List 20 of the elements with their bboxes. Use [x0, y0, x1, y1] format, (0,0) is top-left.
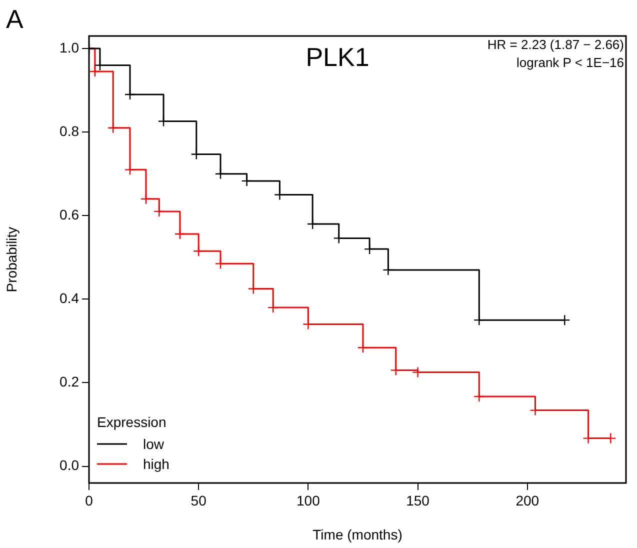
x-tick-label: 200 [516, 492, 540, 508]
y-tick-label: 0.4 [60, 290, 80, 306]
y-tick-label: 0.2 [60, 374, 80, 390]
legend-label: high [143, 456, 170, 472]
y-tick-label: 1.0 [60, 39, 80, 56]
annotation: HR = 2.23 (1.87 − 2.66) [487, 37, 624, 52]
x-tick-label: 50 [190, 492, 207, 508]
x-tick-label: 150 [406, 492, 430, 508]
x-tick-label: 0 [85, 492, 94, 508]
x-tick-label: 100 [296, 492, 320, 508]
chart-title: PLK1 [306, 42, 370, 72]
text: A [6, 4, 24, 34]
y-axis-title: Probability [3, 226, 20, 292]
legend-label: low [143, 436, 165, 452]
y-tick-label: 0.8 [60, 122, 80, 139]
annotation: logrank P < 1E−16 [516, 55, 624, 70]
y-tick-label: 0.6 [60, 206, 80, 222]
x-axis-title: Time (months) [312, 526, 402, 542]
y-tick-label: 0.0 [60, 457, 80, 474]
legend-title: Expression [97, 414, 166, 430]
